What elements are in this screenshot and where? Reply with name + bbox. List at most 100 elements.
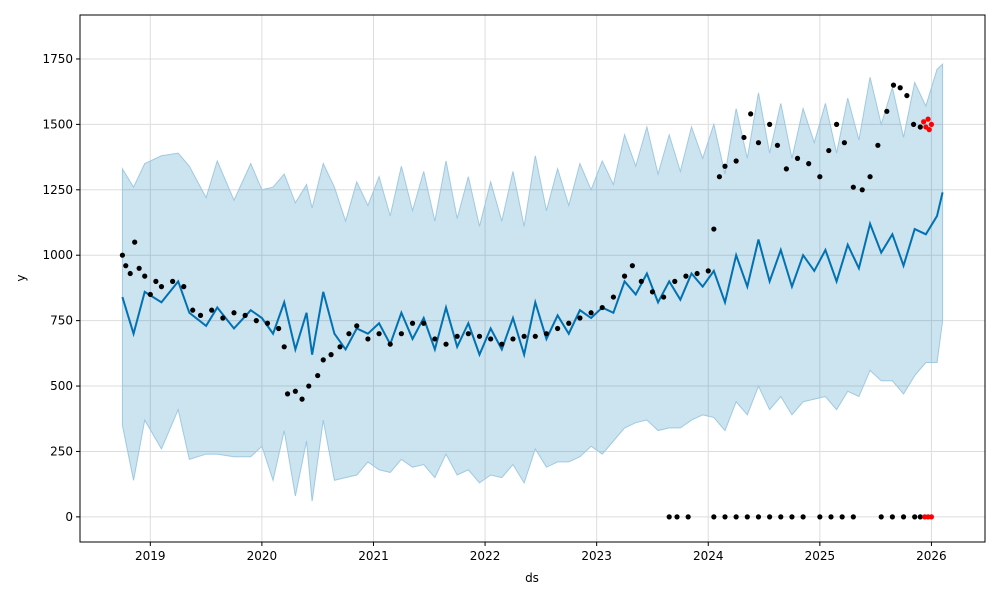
- axis-ticks: 2019 2020 2021 2022 2023 2024 2025 2026 0 250 500 7…: [42, 52, 946, 563]
- actual-point: [190, 307, 196, 313]
- actual-point: [912, 514, 918, 520]
- actual-point: [292, 388, 298, 394]
- actual-point: [566, 320, 572, 326]
- actual-point: [488, 336, 494, 342]
- actual-point: [817, 174, 823, 180]
- uncertainty-band: [121, 63, 944, 502]
- y-tick-label: 250: [50, 444, 73, 458]
- x-tick-label: 2019: [135, 549, 166, 563]
- actual-point: [127, 270, 133, 277]
- x-tick-label: 2023: [581, 549, 612, 563]
- actual-point: [910, 121, 917, 127]
- actual-point: [299, 396, 305, 402]
- highlight-point: [928, 121, 935, 127]
- actual-point: [741, 134, 747, 141]
- actual-point: [376, 331, 382, 337]
- actual-point: [398, 331, 404, 337]
- x-tick-label: 2026: [916, 549, 947, 563]
- actual-point: [409, 320, 416, 326]
- actual-point: [610, 294, 617, 300]
- x-tick-label: 2025: [805, 549, 836, 563]
- actual-point: [733, 514, 739, 520]
- actual-point: [794, 155, 801, 161]
- highlight-point: [921, 119, 927, 125]
- actual-point: [767, 514, 773, 520]
- actual-point: [588, 310, 594, 316]
- forecast-path: [121, 192, 944, 359]
- actual-point: [454, 333, 460, 339]
- actual-point: [231, 310, 237, 316]
- actual-point: [806, 161, 812, 167]
- actual-point: [599, 304, 605, 311]
- x-axis-label: ds: [525, 571, 539, 585]
- y-tick-label: 1250: [42, 183, 73, 197]
- actual-point: [132, 239, 138, 245]
- y-tick-label: 1750: [42, 52, 73, 66]
- actual-point: [672, 278, 678, 284]
- actual-point: [828, 514, 834, 520]
- actual-point: [839, 514, 845, 520]
- x-tick-label: 2022: [470, 549, 501, 563]
- actual-point: [220, 315, 226, 321]
- actual-point: [337, 344, 343, 350]
- actual-point: [683, 273, 689, 279]
- actual-point: [499, 341, 505, 347]
- actual-point: [328, 352, 334, 358]
- actual-point: [153, 278, 159, 284]
- actual-point: [859, 187, 865, 193]
- actual-point: [281, 344, 287, 350]
- actual-point: [197, 312, 204, 318]
- actual-point: [666, 514, 672, 520]
- actual-point: [878, 514, 884, 520]
- actual-point: [722, 514, 728, 520]
- actual-point: [884, 108, 890, 114]
- actual-point: [755, 140, 762, 146]
- actual-point: [532, 333, 538, 339]
- actual-point: [476, 333, 483, 339]
- actual-point: [119, 252, 126, 258]
- actual-point: [649, 289, 656, 295]
- actual-point: [242, 312, 248, 318]
- actual-point: [897, 85, 903, 91]
- actual-point: [755, 514, 762, 520]
- actual-point: [638, 278, 644, 284]
- y-tick-label: 1000: [42, 248, 73, 262]
- actual-point: [123, 263, 129, 269]
- highlight-point: [925, 116, 931, 122]
- actual-point: [621, 273, 628, 279]
- actual-point: [705, 268, 711, 274]
- actual-point: [900, 514, 907, 520]
- forecast-line: [121, 192, 944, 359]
- actual-point: [685, 514, 691, 520]
- actual-point: [276, 325, 282, 332]
- actual-point: [800, 514, 806, 520]
- x-tick-label: 2020: [247, 549, 278, 563]
- actual-point: [661, 294, 667, 300]
- actual-point: [674, 514, 680, 520]
- actual-point: [510, 336, 516, 342]
- actual-point: [774, 142, 781, 148]
- actual-point: [264, 320, 271, 326]
- actual-point: [170, 278, 176, 284]
- actual-point: [432, 336, 438, 342]
- actual-point: [850, 184, 856, 190]
- x-tick-label: 2021: [358, 549, 389, 563]
- plot-frame: [79, 14, 986, 543]
- actual-point: [733, 158, 739, 164]
- actual-point: [917, 514, 923, 520]
- actual-point: [826, 147, 832, 154]
- y-tick-label: 0: [65, 510, 73, 524]
- actual-point: [521, 333, 527, 339]
- actual-point: [387, 341, 393, 347]
- actual-point: [147, 291, 153, 298]
- actual-point: [421, 320, 427, 326]
- actual-point: [543, 331, 550, 337]
- actual-point: [694, 270, 700, 277]
- highlight-point: [926, 127, 932, 133]
- actual-point: [306, 383, 312, 389]
- actual-point: [841, 140, 847, 146]
- actual-point: [346, 331, 352, 337]
- actual-point: [443, 341, 449, 347]
- actual-point: [890, 82, 897, 88]
